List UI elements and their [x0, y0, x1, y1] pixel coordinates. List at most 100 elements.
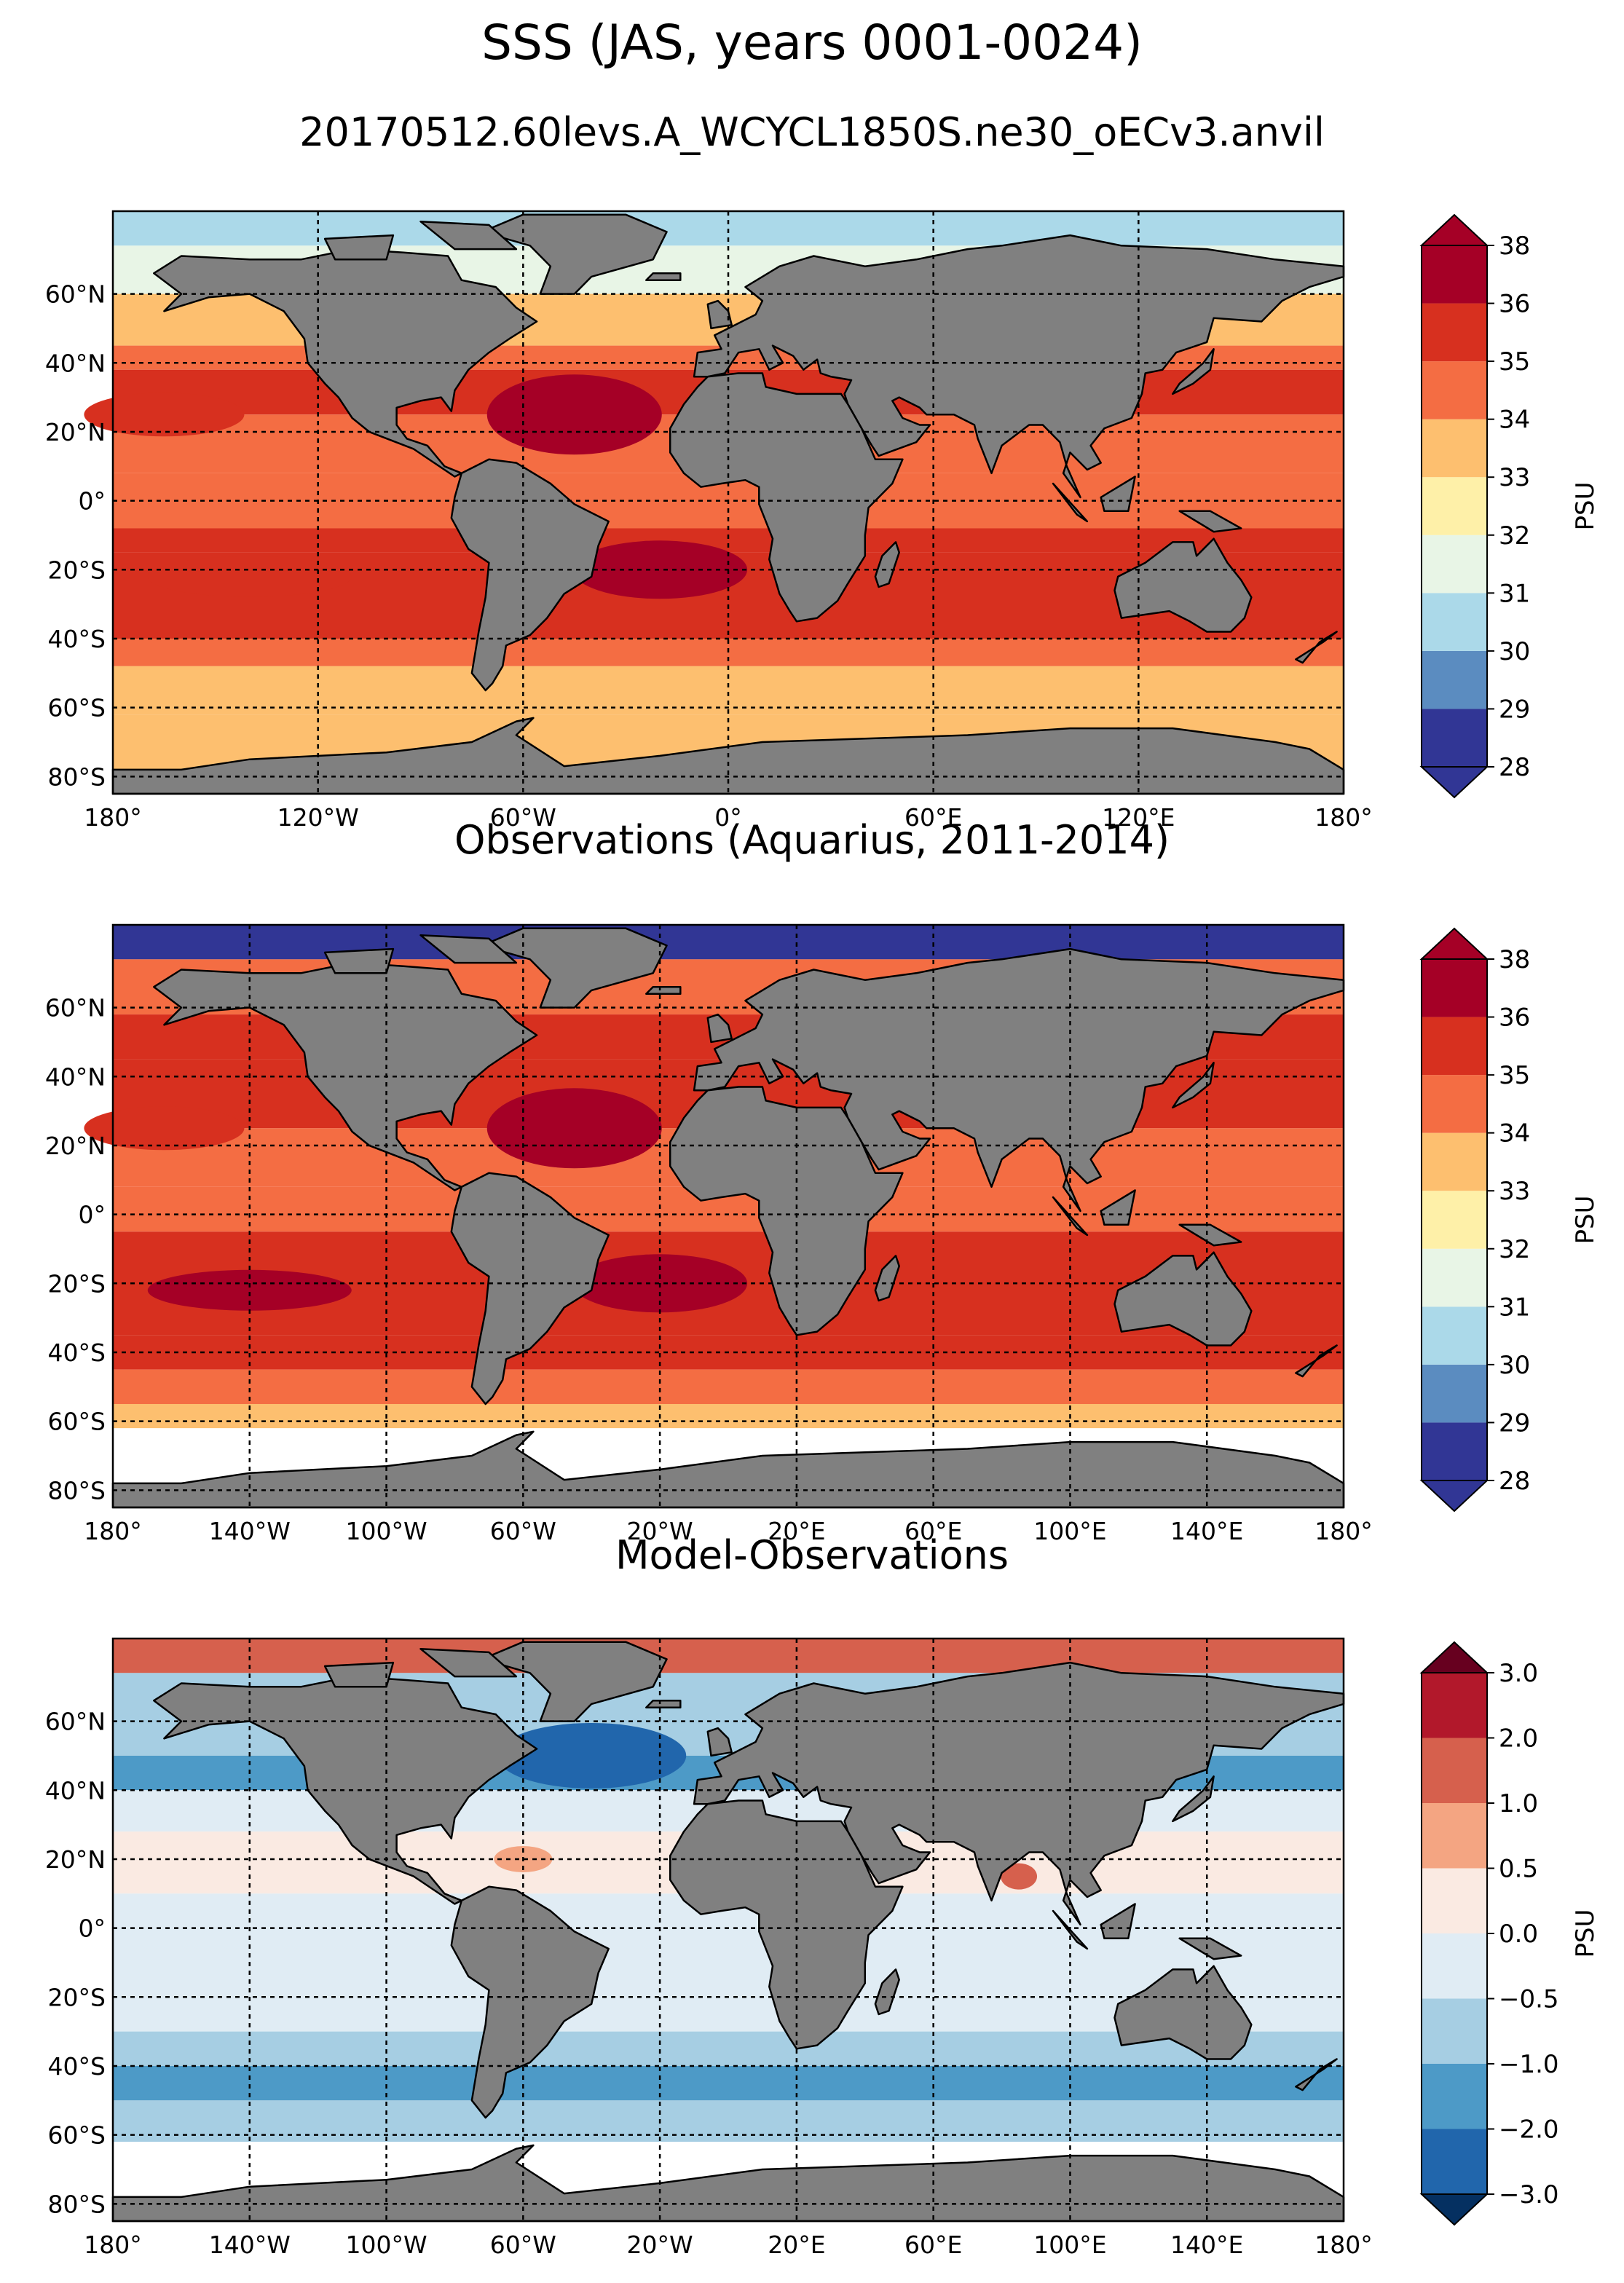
land-island [1295, 1344, 1338, 1378]
map-frame [111, 210, 1345, 795]
land-island [1052, 482, 1089, 523]
y-tick-label: 40°N [45, 1776, 106, 1805]
atlantic-salty-region [486, 374, 662, 455]
salinity-band [113, 1369, 1344, 1404]
x-tick-label: 140°W [209, 2231, 291, 2258]
observations-sss-map: 180° 140°W 100°W 60°W 20°W 20°E 60°E 100°E 140°E… [45, 923, 1373, 1544]
colorbar-extend-min [1419, 1480, 1489, 1513]
colorbar-tick-label: 29 [1499, 695, 1530, 724]
colorbar-tick-label: 36 [1499, 290, 1530, 319]
colorbar-tick-label: 31 [1499, 579, 1530, 608]
land-africa [669, 372, 904, 623]
x-tick-label: 100°E [1033, 2231, 1106, 2258]
bay-of-bengal-salty-bias [1001, 1863, 1038, 1890]
x-tick-label: 60°W [490, 803, 556, 830]
land-island [1172, 1062, 1215, 1109]
y-tick-label: 20°N [45, 1845, 106, 1874]
x-tick-label: 180° [1314, 2231, 1373, 2258]
salinity-band [113, 666, 1344, 715]
colorbar-tick-label: 38 [1499, 945, 1530, 974]
land-island [419, 1647, 518, 1678]
x-tick-label: 60°E [904, 2231, 962, 2258]
map-frame [111, 923, 1345, 1509]
land-greenland [481, 213, 668, 295]
land-island [1178, 1223, 1242, 1247]
colorbar-segment [1422, 1191, 1487, 1249]
colorbar-tick-label: −1.0 [1499, 2050, 1559, 2079]
colorbar-tick-label: 33 [1499, 463, 1530, 492]
x-tick-label: 100°W [345, 2231, 427, 2258]
colorbar-segment [1422, 1868, 1487, 1933]
colorbar-frame [1421, 245, 1488, 768]
figure-title: SSS (JAS, years 0001-0024) [481, 15, 1143, 71]
colorbar-segment [1422, 2129, 1487, 2194]
observations-sss-colorbar: 28 29 30 31 32 33 34 35 36 38 PSU [1419, 927, 1600, 1513]
colorbar-tick-label: 33 [1499, 1177, 1530, 1206]
colorbar-segment [1422, 245, 1487, 304]
model-sss-colorbar: 28 29 30 31 32 33 34 35 36 38 PSU [1419, 213, 1600, 799]
x-tick-label: 60°W [490, 2231, 556, 2258]
land-south-america [450, 1885, 610, 2119]
y-tick-label: 40°N [45, 349, 106, 377]
north-pacific-salty-region [84, 1106, 245, 1151]
colorbar-segment [1422, 1803, 1487, 1869]
land-australia [1113, 1965, 1253, 2060]
x-tick-label: 20°W [627, 1517, 693, 1544]
land-antarctica [111, 1430, 1345, 1509]
y-tick-label: 20°N [45, 418, 106, 446]
land-south-america [450, 458, 610, 692]
colorbar-extend-min [1419, 2193, 1489, 2226]
colorbar-tick-label: 1.0 [1499, 1789, 1538, 1818]
colorbar-tick-label: 28 [1499, 753, 1530, 782]
colorbar-segment [1422, 650, 1487, 709]
land-island [1178, 1937, 1242, 1960]
colorbar-extend-max [1419, 927, 1489, 960]
land-island [1100, 1189, 1136, 1226]
x-tick-label: 180° [84, 2231, 142, 2258]
land-island [645, 985, 682, 995]
colorbar-segment [1422, 2064, 1487, 2129]
land-south-america [450, 1172, 610, 1405]
colorbar-tick-label: 2.0 [1499, 1724, 1538, 1754]
land-island [706, 1013, 733, 1044]
land-eurasia [693, 234, 1345, 499]
land-island [645, 272, 682, 281]
colorbar-segment [1422, 1933, 1487, 1999]
colorbar-tick-label: 38 [1499, 232, 1530, 261]
land-north-america [153, 248, 538, 478]
land-africa [669, 1799, 904, 2050]
y-tick-label: 60°N [45, 280, 106, 309]
colorbar-tick-label: −3.0 [1499, 2180, 1559, 2209]
colorbar-segment [1422, 1738, 1487, 1803]
colorbar-tick-label: 32 [1499, 1235, 1530, 1264]
y-tick-label: 20°S [48, 556, 106, 584]
land-arabia-madagascar [874, 1968, 900, 2016]
land-eurasia [693, 947, 1345, 1213]
y-tick-label: 40°S [48, 2052, 106, 2081]
panel-2-title: Observations (Aquarius, 2011-2014) [454, 817, 1170, 863]
land-greenland [481, 1641, 668, 1722]
land-island [645, 1699, 682, 1708]
land-greenland [481, 927, 668, 1009]
land-eurasia [693, 1661, 1345, 1926]
y-tick-label: 40°S [48, 1338, 106, 1367]
y-tick-label: 60°S [48, 2121, 106, 2150]
x-tick-label: 60°E [904, 1517, 962, 1544]
salinity-band [113, 925, 1344, 960]
x-tick-label: 140°E [1170, 1517, 1243, 1544]
colorbar-label: PSU [1571, 1909, 1600, 1958]
land-africa [669, 1086, 904, 1336]
land-island [1100, 1903, 1136, 1940]
colorbar-segment [1422, 535, 1487, 594]
y-tick-label: 20°S [48, 1269, 106, 1298]
colorbar-segment [1422, 1017, 1487, 1076]
land-island [323, 234, 395, 261]
x-tick-label: 180° [1314, 1517, 1373, 1544]
colorbar-tick-label: 36 [1499, 1004, 1530, 1033]
land-arabia-madagascar [874, 1255, 900, 1302]
x-tick-label: 20°W [627, 2231, 693, 2258]
land-island [419, 220, 518, 251]
colorbar-tick-label: 0.5 [1499, 1855, 1538, 1884]
colorbar-extend-max [1419, 213, 1489, 246]
colorbar-segment [1422, 1422, 1487, 1480]
